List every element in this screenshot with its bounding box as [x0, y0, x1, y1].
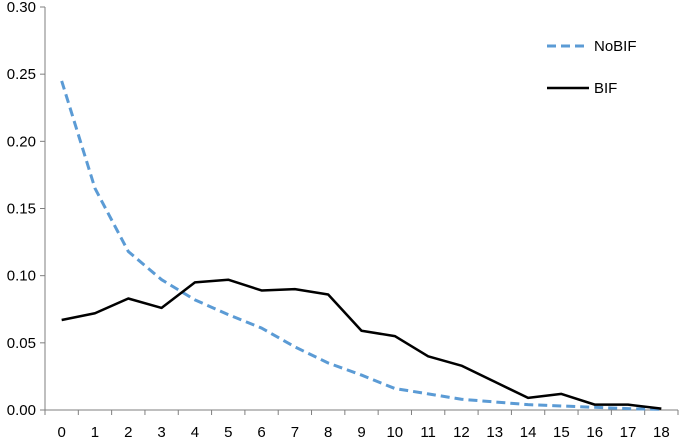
x-tick-label: 0: [57, 424, 65, 437]
x-tick-label: 1: [91, 424, 99, 437]
y-tick-label: 0.20: [7, 133, 36, 150]
legend-label-nobif: NoBIF: [594, 38, 637, 55]
legend-label-bif: BIF: [594, 80, 617, 97]
x-tick-label: 14: [520, 424, 537, 437]
x-tick-label: 12: [453, 424, 470, 437]
x-tick-label: 15: [553, 424, 570, 437]
x-tick-label: 7: [291, 424, 299, 437]
x-tick-label: 18: [653, 424, 670, 437]
x-tick-label: 17: [620, 424, 637, 437]
x-tick-label: 10: [386, 424, 403, 437]
x-tick-label: 6: [257, 424, 265, 437]
series-line-nobif: [60, 80, 662, 411]
y-tick-label: 0.10: [7, 268, 36, 285]
y-tick-label: 0.05: [7, 335, 36, 352]
series-line-bif: [61, 278, 662, 410]
x-ticks: 0 1 2 3 4 5 6 7 8 9 10 11 12 13 14 15 16 17 18: [44, 410, 679, 437]
series-layer: [60, 80, 662, 411]
x-tick-label: 8: [324, 424, 332, 437]
y-tick-label: 0.00: [7, 402, 36, 419]
x-tick-label: 16: [586, 424, 603, 437]
legend: NoBIF BIF: [547, 38, 637, 97]
x-tick-label: 4: [191, 424, 199, 437]
y-ticks: 0.00 0.05 0.10 0.15 0.20 0.25 0.30: [7, 0, 45, 419]
x-tick-label: 2: [124, 424, 132, 437]
y-tick-label: 0.15: [7, 201, 36, 218]
axes: [44, 7, 678, 411]
x-tick-label: 3: [157, 424, 165, 437]
x-tick-label: 13: [486, 424, 503, 437]
y-tick-label: 0.25: [7, 66, 36, 83]
x-tick-label: 9: [357, 424, 365, 437]
y-tick-label: 0.30: [7, 0, 36, 16]
x-tick-label: 5: [224, 424, 232, 437]
x-tick-label: 11: [420, 424, 436, 437]
